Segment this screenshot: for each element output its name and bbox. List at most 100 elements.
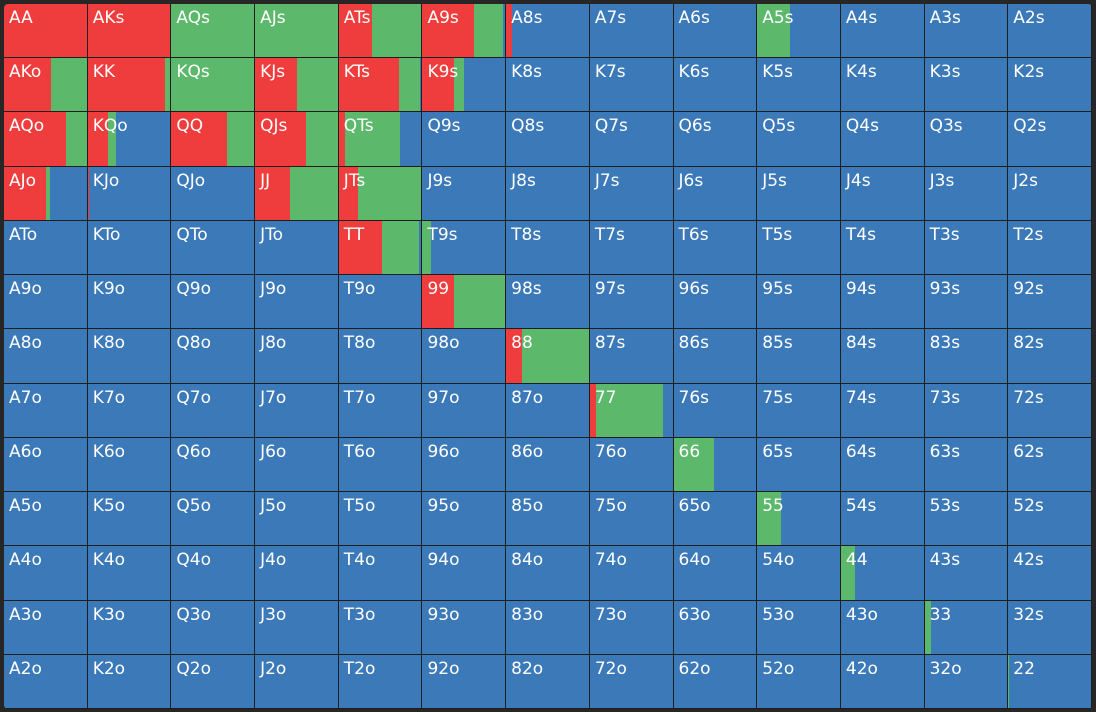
- fold-segment: [840, 112, 924, 166]
- fold-segment: [338, 275, 422, 329]
- hand-label: A4s: [845, 8, 878, 28]
- hand-label: JTo: [260, 224, 283, 245]
- hand-label: T2o: [343, 658, 376, 679]
- hand-label: 62o: [678, 658, 711, 679]
- fold-segment: [4, 275, 87, 329]
- hand-label: JTs: [343, 170, 366, 191]
- hand-cell: 98s: [506, 275, 590, 330]
- hand-cell: 62o: [673, 654, 758, 709]
- fold-segment: [1008, 600, 1091, 654]
- fold-segment: [1008, 275, 1091, 329]
- hand-label: AQo: [9, 116, 45, 137]
- fold-segment: [463, 58, 506, 112]
- hand-cell: 64o: [673, 546, 758, 601]
- fold-segment: [338, 600, 422, 654]
- fold-segment: [673, 166, 757, 220]
- fold-segment: [338, 654, 422, 708]
- hand-label: KTs: [343, 62, 371, 83]
- fold-segment: [673, 492, 757, 546]
- hand-label: 98s: [511, 279, 542, 300]
- hand-cell: K9o: [87, 275, 172, 330]
- fold-segment: [87, 275, 171, 329]
- hand-cell: ATs: [338, 4, 423, 59]
- fold-segment: [757, 654, 840, 708]
- hand-cell: Q3s: [924, 112, 1009, 167]
- hand-cell: J2o: [255, 654, 339, 709]
- fold-segment: [673, 112, 757, 166]
- hand-label: 55: [762, 496, 784, 517]
- hand-cell: 86s: [673, 329, 758, 384]
- hand-label: QJo: [176, 170, 206, 191]
- fold-segment: [255, 546, 338, 600]
- hand-label: K2s: [1013, 62, 1045, 83]
- hand-cell: 72s: [1008, 383, 1092, 438]
- hand-label: Q4s: [845, 116, 879, 137]
- fold-segment: [924, 437, 1008, 492]
- hand-label: 63s: [929, 441, 961, 462]
- hand-cell: K6s: [673, 58, 758, 113]
- hand-label: 86o: [511, 441, 544, 462]
- fold-segment: [757, 166, 840, 220]
- hand-cell: K9s: [422, 58, 507, 113]
- hand-cell: 66: [673, 437, 758, 493]
- hand-label: 97o: [427, 387, 460, 408]
- hand-label: T4s: [845, 224, 876, 245]
- fold-segment: [757, 546, 840, 600]
- hand-label: 73o: [594, 604, 627, 625]
- hand-cell: Q7o: [171, 383, 256, 438]
- fold-segment: [422, 329, 506, 383]
- hand-cell: 84o: [506, 546, 590, 601]
- hand-cell: 42o: [840, 654, 925, 709]
- fold-segment: [673, 275, 757, 329]
- fold-segment: [171, 546, 255, 600]
- fold-segment: [422, 166, 506, 220]
- fold-segment: [840, 275, 924, 329]
- hand-label: 94s: [845, 279, 877, 300]
- hand-cell: KQo: [87, 112, 172, 167]
- fold-segment: [338, 546, 422, 600]
- hand-cell: K2o: [87, 654, 172, 709]
- hand-label: AA: [9, 8, 33, 28]
- hand-label: AJo: [9, 170, 37, 191]
- hand-label: A6s: [678, 8, 710, 28]
- hand-label: T4o: [343, 550, 376, 571]
- hand-cell: A9o: [4, 275, 88, 330]
- call-segment: [46, 166, 51, 220]
- hand-cell: J3s: [924, 166, 1009, 221]
- hand-cell: 52o: [757, 654, 841, 709]
- hand-cell: J8s: [506, 166, 590, 221]
- hand-cell: T5s: [757, 220, 841, 276]
- fold-segment: [506, 166, 589, 220]
- fold-segment: [589, 220, 673, 275]
- hand-label: K6o: [92, 441, 126, 462]
- hand-cell: TT: [338, 220, 423, 276]
- hand-cell: A6o: [4, 437, 88, 493]
- raise-segment: [338, 58, 400, 112]
- hand-label: ATs: [343, 8, 371, 28]
- hand-label: A9o: [9, 279, 42, 300]
- hand-label: A7s: [594, 8, 627, 28]
- hand-cell: 96o: [422, 437, 507, 493]
- hand-cell: Q6s: [673, 112, 758, 167]
- call-segment: [297, 58, 338, 112]
- fold-segment: [924, 546, 1008, 600]
- hand-label: 87s: [594, 333, 626, 354]
- hand-cell: 85s: [757, 329, 841, 384]
- hand-cell: 82s: [1008, 329, 1092, 384]
- fold-segment: [1009, 654, 1091, 708]
- hand-cell: 43o: [840, 600, 925, 655]
- hand-cell: T8o: [338, 329, 423, 384]
- hand-cell: 76s: [673, 383, 758, 438]
- hand-label: T5s: [762, 224, 793, 245]
- hand-label: Q5o: [176, 496, 211, 517]
- hand-cell: T3s: [924, 220, 1009, 276]
- hand-cell: 83s: [924, 329, 1009, 384]
- fold-segment: [87, 654, 171, 708]
- hand-label: A3s: [929, 8, 961, 28]
- hand-label: K6s: [678, 62, 710, 83]
- hand-cell: A2o: [4, 654, 88, 709]
- fold-segment: [506, 58, 589, 112]
- hand-cell: 72o: [589, 654, 674, 709]
- call-segment: [453, 58, 464, 112]
- hand-label: J7s: [594, 170, 620, 191]
